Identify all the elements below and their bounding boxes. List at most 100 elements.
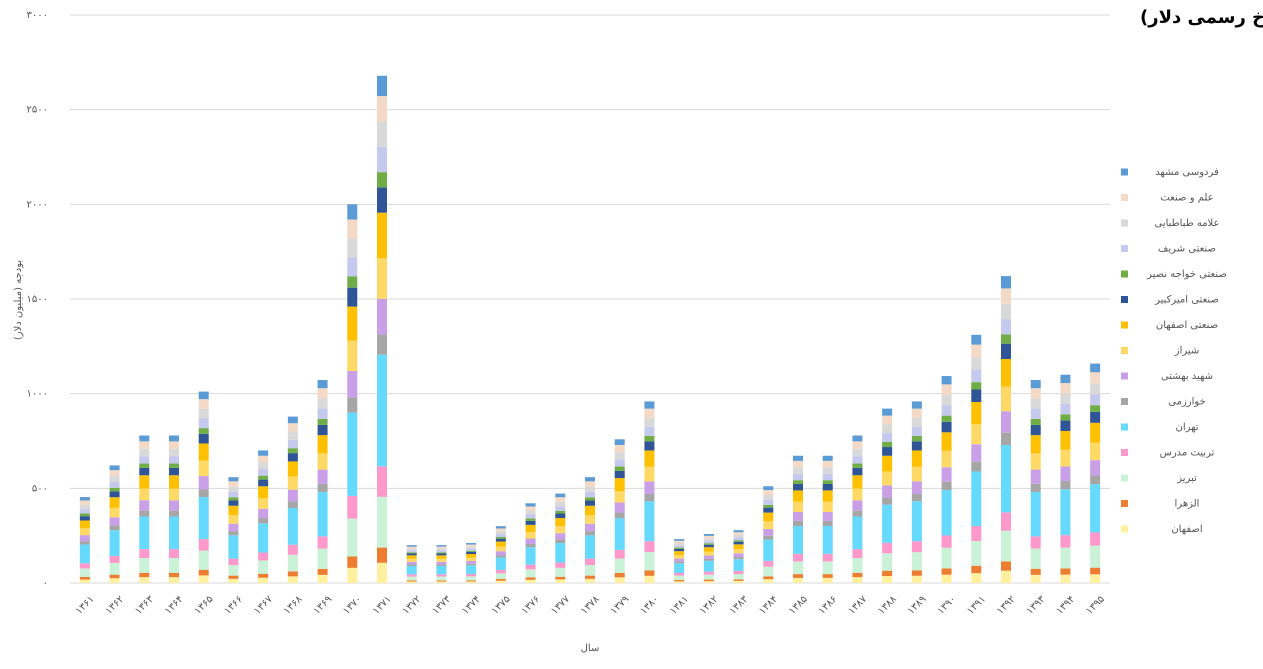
bar-segment (644, 494, 655, 502)
bar-segment (406, 546, 417, 549)
bar-segment (614, 577, 625, 583)
bar-segment (287, 431, 298, 440)
bar-segment (258, 552, 269, 561)
bar-segment (169, 572, 179, 578)
bar-segment (258, 523, 269, 553)
bar-segment (1001, 276, 1011, 289)
bar-segment (139, 435, 150, 442)
bar-segment (674, 547, 685, 549)
bar-segment (614, 558, 625, 573)
bar-segment (347, 306, 358, 341)
bar-segment (436, 545, 447, 547)
bar-segment (79, 504, 90, 510)
bar-segment (317, 453, 328, 470)
x-tick-label: ۱۳۹۲ (995, 594, 1018, 617)
bar-segment (436, 550, 447, 553)
bar-segment (436, 564, 447, 566)
bar-segment (674, 581, 685, 583)
legend-marker (1121, 219, 1128, 227)
bar-segment (495, 569, 506, 574)
bar-segment (585, 491, 595, 498)
bar-segment (525, 547, 536, 565)
bar-segment (911, 552, 922, 571)
bar-segment (882, 485, 893, 498)
bar-segment (763, 529, 774, 536)
bar-segment (674, 540, 685, 544)
bar-segment (763, 494, 774, 500)
bar-segment (1090, 383, 1101, 395)
bar-segment (614, 459, 625, 467)
bar-segment (109, 491, 120, 498)
bar-segment (198, 497, 209, 540)
bar-segment (377, 187, 387, 213)
bar-segment (198, 476, 209, 490)
bar-segment (703, 551, 714, 556)
bar-segment (436, 561, 447, 565)
bar-segment (198, 428, 209, 434)
bar-segment (169, 441, 179, 449)
bar-segment (763, 539, 774, 561)
bar-segment (228, 531, 239, 536)
bar-segment (882, 575, 893, 583)
bar-segment (941, 547, 952, 569)
x-tick-label: ۱۳۷۱ (371, 594, 394, 617)
bar-segment (436, 555, 447, 559)
bar-segment (614, 470, 625, 479)
bar-segment (466, 581, 477, 583)
bar-segment (585, 565, 595, 576)
bar-segment (317, 536, 328, 549)
bar-segment (347, 257, 358, 277)
legend-label: الزهرا (1175, 499, 1200, 510)
bar-segment (347, 219, 358, 239)
bar-segment (793, 574, 803, 578)
bar-segment (585, 497, 595, 501)
bar-segment (1001, 303, 1011, 320)
bar-segment (1090, 394, 1101, 406)
bar-segment (109, 481, 120, 488)
bar-segment (644, 466, 655, 482)
bar-segment (525, 543, 536, 548)
bar-segment (79, 497, 90, 501)
bar-segment (733, 570, 744, 575)
bar-segment (169, 577, 179, 583)
bar-segment (139, 510, 150, 517)
bar-segment (287, 489, 298, 502)
bar-segment (377, 334, 387, 355)
x-tick-label: ۱۳۷۴ (460, 594, 483, 617)
x-tick-label: ۱۳۶۴ (163, 594, 186, 617)
x-tick-label: ۱۳۷۲ (401, 594, 424, 617)
bar-segment (971, 357, 982, 370)
bar-segment (466, 546, 477, 549)
bar-segment (495, 580, 506, 583)
bar-segment (1030, 469, 1041, 484)
bar-segment (733, 553, 744, 558)
bar-segment (674, 543, 685, 546)
bar-segment (495, 536, 506, 539)
bar-segment (169, 467, 179, 476)
bar-segment (79, 568, 90, 577)
bar-segment (644, 481, 655, 495)
bar-segment (614, 478, 625, 491)
bar-segment (109, 470, 120, 477)
bar-segment (793, 577, 803, 583)
bar-segment (971, 382, 982, 390)
bar-segment (644, 441, 655, 451)
bar-segment (882, 415, 893, 425)
x-tick-label: ۱۳۷۶ (519, 594, 542, 617)
bar-segment (971, 389, 982, 402)
bar-segment (198, 408, 209, 419)
legend-marker (1121, 449, 1128, 456)
bar-segment (436, 553, 447, 556)
bar-segment (793, 483, 803, 491)
bar-segment (852, 516, 863, 550)
bar-segment (763, 507, 774, 513)
bar-segment (644, 401, 655, 409)
bar-segment (793, 553, 803, 562)
bar-segment (258, 577, 269, 583)
bar-segment (109, 517, 120, 526)
bar-segment (406, 580, 417, 582)
legend-label: صنعتی اصفهان (1156, 320, 1218, 331)
bar-segment (852, 448, 863, 457)
bar-segment (377, 298, 387, 335)
bar-segment (169, 435, 179, 442)
